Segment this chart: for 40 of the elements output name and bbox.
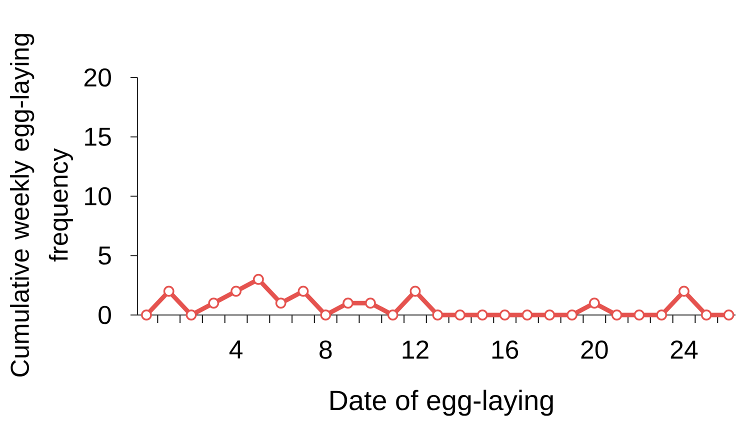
point <box>634 310 645 320</box>
x-tick-label: 8 <box>320 340 332 359</box>
y-tick-label: 5 <box>98 246 111 265</box>
point <box>298 286 309 297</box>
point <box>544 310 556 320</box>
point <box>588 298 600 309</box>
point <box>410 286 421 297</box>
y-axis-title: Cumulative weekly egg-laying frequency <box>10 34 74 376</box>
point <box>611 310 622 320</box>
x-tick-label: 16 <box>492 340 518 359</box>
y-tick-label: 10 <box>85 187 111 206</box>
point <box>656 310 668 320</box>
point <box>522 310 533 320</box>
point <box>387 310 398 320</box>
point <box>320 310 332 320</box>
point <box>253 274 264 285</box>
point <box>566 310 578 320</box>
x-tick-label: 20 <box>581 340 608 359</box>
y-tick-label: 15 <box>85 128 111 146</box>
point <box>208 298 220 309</box>
y-tick-label: 20 <box>84 68 111 87</box>
point <box>186 310 197 320</box>
point <box>342 298 354 309</box>
x-axis-title: Date of egg-laying <box>330 390 553 416</box>
point <box>700 310 712 320</box>
point <box>499 310 510 320</box>
y-tick-label: 0 <box>98 306 111 324</box>
point <box>432 310 444 320</box>
point <box>364 298 376 309</box>
point <box>678 286 690 297</box>
point <box>275 298 286 309</box>
point <box>230 286 242 297</box>
point <box>476 310 488 320</box>
x-tick-label: 4 <box>229 340 242 358</box>
x-tick-label: 24 <box>670 340 698 359</box>
x-tick-label: 12 <box>402 340 428 359</box>
point <box>723 310 734 320</box>
point <box>141 310 152 320</box>
point <box>454 310 466 320</box>
point <box>163 286 174 297</box>
